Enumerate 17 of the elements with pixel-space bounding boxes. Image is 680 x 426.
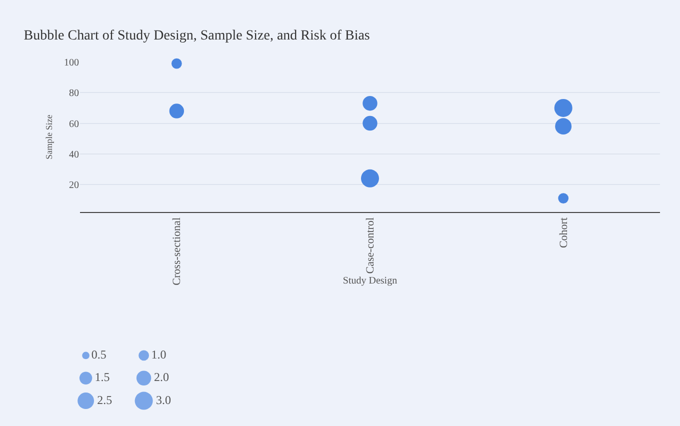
y-tick-label: 20 <box>69 180 79 192</box>
chart-title: Bubble Chart of Study Design, Sample Size, and Risk of Bias <box>24 28 370 44</box>
legend-label: 2.0 <box>154 370 169 384</box>
y-tick-label: 80 <box>69 88 79 100</box>
legend-label: 3.0 <box>156 392 172 407</box>
legend-label: 1.5 <box>94 370 110 384</box>
x-tick-label: Cohort <box>558 217 570 248</box>
x-tick-label: Case-control <box>364 217 377 274</box>
y-tick-label: 60 <box>69 118 79 130</box>
x-axis-title: Study Design <box>342 276 398 287</box>
x-tick-label: Cross-sectional <box>171 217 184 286</box>
legend-label: 1.0 <box>151 347 166 362</box>
legend-label: 2.5 <box>97 392 112 407</box>
y-tick-label: 100 <box>64 58 79 68</box>
legend-label: 0.5 <box>91 347 106 362</box>
y-axis-title: Sample Size <box>44 114 54 160</box>
y-tick-label: 40 <box>69 149 79 160</box>
